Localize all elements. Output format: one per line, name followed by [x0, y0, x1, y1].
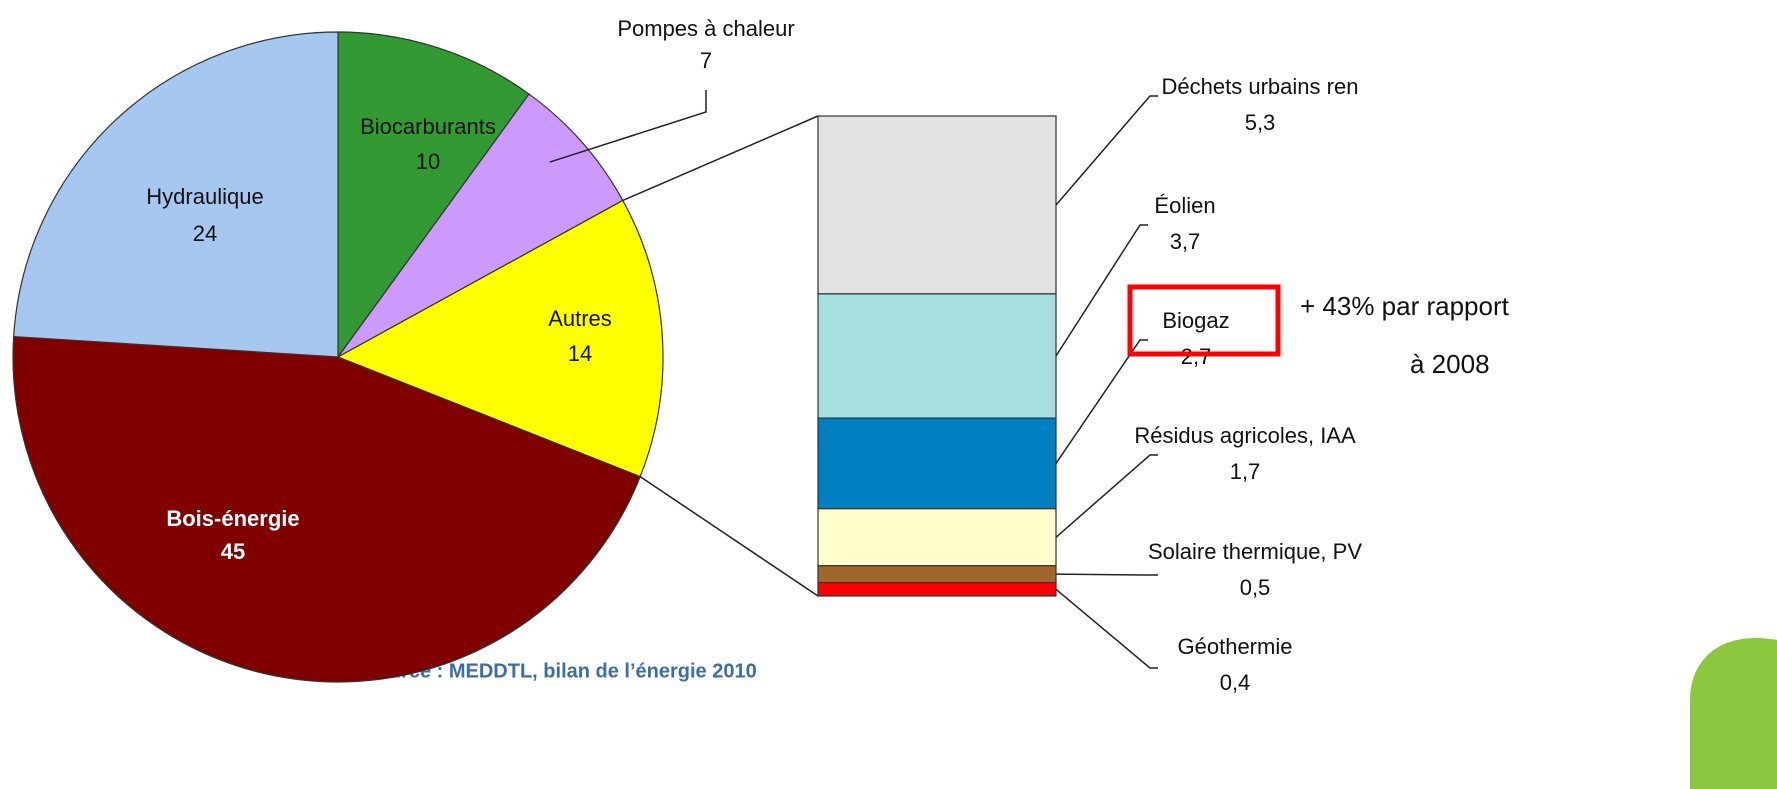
bar-segment	[817, 115, 1057, 295]
bar-segment	[817, 565, 1057, 584]
leader-line	[1055, 454, 1158, 538]
slice-label: Hydraulique	[146, 184, 263, 209]
segment-label: Biogaz	[1162, 308, 1229, 333]
slice-value: 10	[416, 149, 440, 174]
source: Source : MEDDTL, bilan de l’énergie 2010	[363, 660, 756, 682]
segment-label: Déchets urbains ren	[1162, 74, 1359, 99]
segment-value: 5,3	[1245, 110, 1276, 135]
slice-label: Bois-énergie	[166, 506, 299, 531]
pie-slice	[13, 31, 339, 358]
leader-line	[1055, 224, 1148, 357]
pie-slice	[337, 31, 530, 359]
bar-segment	[817, 293, 1057, 419]
connector-line	[622, 115, 819, 202]
leader-line	[1055, 588, 1158, 669]
slice-label: Pompes à chaleur	[617, 16, 794, 41]
annotation: + 43% par rapport	[1300, 291, 1510, 321]
decor-shape	[1690, 638, 1777, 789]
segment-label: Solaire thermique, PV	[1148, 539, 1362, 564]
slice-value: 14	[568, 341, 592, 366]
slice-label: Biocarburants	[360, 114, 496, 139]
leader-line	[1055, 95, 1158, 206]
slice-value: 24	[193, 221, 217, 246]
leader-line	[1055, 339, 1148, 464]
annotation: à 2008	[1410, 349, 1490, 379]
pie-slice	[336, 199, 664, 478]
slice-value: 45	[221, 539, 245, 564]
segment-label: Géothermie	[1178, 634, 1293, 659]
segment-label: Résidus agricoles, IAA	[1134, 423, 1356, 448]
segment-value: 1,7	[1230, 459, 1261, 484]
leader-line	[549, 90, 707, 163]
pie-slice	[12, 335, 641, 683]
bar-segment	[817, 508, 1057, 567]
slice-label: Autres	[548, 306, 612, 331]
bar-segment	[817, 417, 1057, 510]
segment-label: Éolien	[1154, 193, 1215, 218]
segment-value: 0,4	[1220, 670, 1251, 695]
connector-line	[639, 476, 819, 597]
segment-value: 0,5	[1240, 575, 1271, 600]
pie-slice	[337, 93, 624, 358]
highlight-box	[1127, 284, 1281, 357]
slice-value: 7	[700, 48, 712, 73]
bar-segment	[817, 581, 1057, 597]
segment-value: 3,7	[1170, 229, 1201, 254]
leader-line	[1055, 573, 1158, 576]
